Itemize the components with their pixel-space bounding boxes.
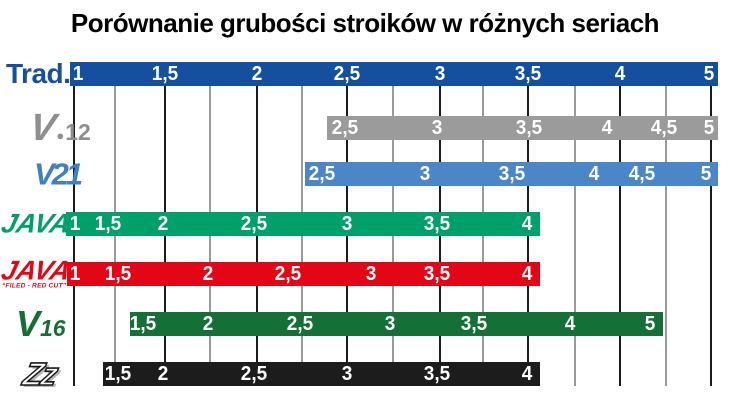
series-bar-v16 bbox=[130, 312, 663, 336]
thickness-label-v21: 3,5 bbox=[498, 163, 526, 185]
logo-v-glyph: V bbox=[27, 107, 59, 149]
logo-text: Zz bbox=[19, 355, 60, 393]
thickness-label-java: 1,5 bbox=[94, 213, 122, 235]
gridline-light bbox=[392, 86, 394, 386]
series-bar-java-filed-red-cut bbox=[67, 262, 540, 286]
series-logo-java: JAVA bbox=[0, 208, 74, 239]
thickness-label-v12: 2,5 bbox=[331, 117, 359, 139]
thickness-label-v16: 3 bbox=[384, 313, 396, 335]
logo-number: 12 bbox=[65, 119, 91, 145]
thickness-label-java: 4 bbox=[521, 213, 533, 235]
thickness-label-v12: 4,5 bbox=[650, 117, 678, 139]
thickness-label-java-filed-red-cut: 3 bbox=[365, 263, 377, 285]
thickness-label-v16: 5 bbox=[644, 313, 656, 335]
thickness-label-v21: 5 bbox=[700, 163, 712, 185]
thickness-label-v16: 1,5 bbox=[129, 313, 157, 335]
series-logo-v16: V16 bbox=[16, 306, 66, 342]
logo-v-glyph: V bbox=[16, 303, 41, 344]
logo-dot-glyph: ● bbox=[56, 128, 65, 143]
thickness-label-v21: 3 bbox=[419, 163, 431, 185]
thickness-label-v21: 2,5 bbox=[308, 163, 336, 185]
logo-text: JAVA bbox=[0, 208, 74, 239]
gridline-light bbox=[209, 86, 211, 386]
thickness-label-java-filed-red-cut: 1 bbox=[69, 263, 81, 285]
thickness-label-java: 2,5 bbox=[240, 213, 268, 235]
thickness-label-zz: 3,5 bbox=[423, 363, 451, 385]
thickness-label-traditional: 5 bbox=[703, 63, 715, 85]
gridline-dark bbox=[256, 86, 258, 386]
thickness-label-java-filed-red-cut: 4 bbox=[521, 263, 533, 285]
thickness-label-v21: 4,5 bbox=[628, 163, 656, 185]
gridline-dark bbox=[527, 86, 529, 386]
logo-number: 16 bbox=[40, 315, 66, 341]
series-bar-java bbox=[66, 212, 540, 236]
thickness-label-v16: 3,5 bbox=[460, 313, 488, 335]
series-logo-java-filed-red-cut: JAVA “FILED - RED CUT” bbox=[0, 255, 74, 291]
gridline-light bbox=[574, 86, 576, 386]
thickness-label-traditional: 3 bbox=[434, 63, 446, 85]
series-logo-traditional: Trad. bbox=[6, 58, 71, 89]
thickness-label-java: 1 bbox=[69, 213, 81, 235]
gridline-dark bbox=[619, 86, 621, 386]
thickness-label-v16: 2 bbox=[202, 313, 214, 335]
thickness-label-traditional: 3,5 bbox=[514, 63, 542, 85]
logo-text: Trad. bbox=[6, 58, 71, 89]
thickness-label-java-filed-red-cut: 1,5 bbox=[104, 263, 132, 285]
thickness-label-v12: 5 bbox=[703, 117, 715, 139]
thickness-label-traditional: 2,5 bbox=[333, 63, 361, 85]
thickness-label-traditional: 1,5 bbox=[151, 63, 179, 85]
series-bar-traditional bbox=[70, 62, 718, 86]
gridline-dark bbox=[164, 86, 166, 386]
thickness-label-zz: 3 bbox=[341, 363, 353, 385]
logo-subtitle: “FILED - RED CUT” bbox=[2, 282, 67, 290]
series-logo-zz: Zz bbox=[19, 355, 60, 393]
thickness-label-traditional: 2 bbox=[251, 63, 263, 85]
gridline-dark bbox=[346, 86, 348, 386]
thickness-label-traditional: 4 bbox=[614, 63, 626, 85]
thickness-label-zz: 4 bbox=[521, 363, 533, 385]
thickness-label-zz: 2,5 bbox=[240, 363, 268, 385]
thickness-label-v12: 3,5 bbox=[515, 117, 543, 139]
gridline-dark bbox=[710, 86, 712, 386]
gridline-dark bbox=[439, 86, 441, 386]
gridline-light bbox=[301, 86, 303, 386]
gridline-light bbox=[482, 86, 484, 386]
thickness-label-zz: 2 bbox=[157, 363, 169, 385]
series-bar-zz bbox=[103, 362, 540, 386]
thickness-label-java: 3 bbox=[341, 213, 353, 235]
thickness-label-java-filed-red-cut: 2 bbox=[202, 263, 214, 285]
logo-text: JAVA bbox=[0, 255, 74, 286]
series-logo-v21: V21 bbox=[34, 156, 83, 192]
thickness-label-zz: 1,5 bbox=[104, 363, 132, 385]
gridline-dark bbox=[73, 86, 75, 386]
thickness-label-traditional: 1 bbox=[72, 63, 84, 85]
thickness-label-java: 2 bbox=[157, 213, 169, 235]
thickness-label-v16: 4 bbox=[564, 313, 576, 335]
thickness-label-v16: 2,5 bbox=[286, 313, 314, 335]
series-logo-v12: V●12 bbox=[27, 107, 91, 149]
thickness-label-java-filed-red-cut: 3,5 bbox=[423, 263, 451, 285]
logo-text: V21 bbox=[34, 156, 83, 192]
thickness-label-java-filed-red-cut: 2,5 bbox=[274, 263, 302, 285]
thickness-label-v12: 3 bbox=[431, 117, 443, 139]
chart-title: Porównanie grubości stroików w różnych s… bbox=[70, 8, 660, 38]
thickness-label-java: 3,5 bbox=[423, 213, 451, 235]
gridline-light bbox=[114, 86, 116, 386]
gridline-light bbox=[665, 86, 667, 386]
thickness-label-v12: 4 bbox=[601, 117, 613, 139]
series-bar-v12 bbox=[327, 116, 718, 140]
series-bar-v21 bbox=[305, 162, 718, 186]
thickness-label-v21: 4 bbox=[588, 163, 600, 185]
